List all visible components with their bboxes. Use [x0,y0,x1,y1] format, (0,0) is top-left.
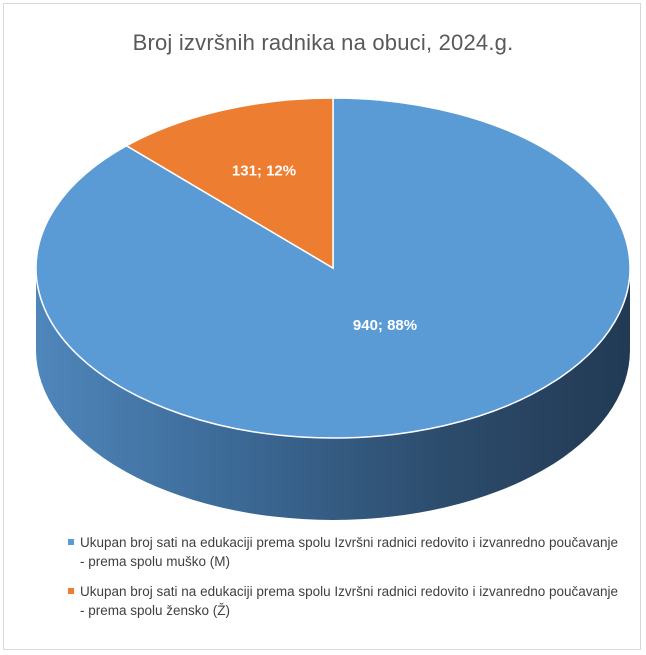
pie-chart: 940; 88% 131; 12% [35,97,631,520]
legend-swatch-female [68,588,74,594]
legend: Ukupan broj sati na edukaciji prema spol… [68,533,628,631]
data-label-male: 940; 88% [353,317,417,334]
legend-swatch-male [68,539,74,545]
legend-text-female-line2: - prema spolu žensko (Ž) [80,603,231,618]
chart-title: Broj izvršnih radnika na obuci, 2024.g. [132,30,514,55]
legend-item-male[interactable]: Ukupan broj sati na edukaciji prema spol… [68,533,628,571]
legend-text-male-line1: Ukupan broj sati na edukaciji prema spol… [80,535,619,550]
pie-slice-female[interactable] [125,97,334,270]
legend-item-female[interactable]: Ukupan broj sati na edukaciji prema spol… [68,582,628,620]
legend-text-female-line1: Ukupan broj sati na edukaciji prema spol… [80,584,619,599]
legend-text-male-line2: - prema spolu muško (M) [80,554,231,569]
data-label-female: 131; 12% [232,162,296,179]
pie-slice-male[interactable] [35,97,631,439]
pie-side-wall [36,268,630,520]
